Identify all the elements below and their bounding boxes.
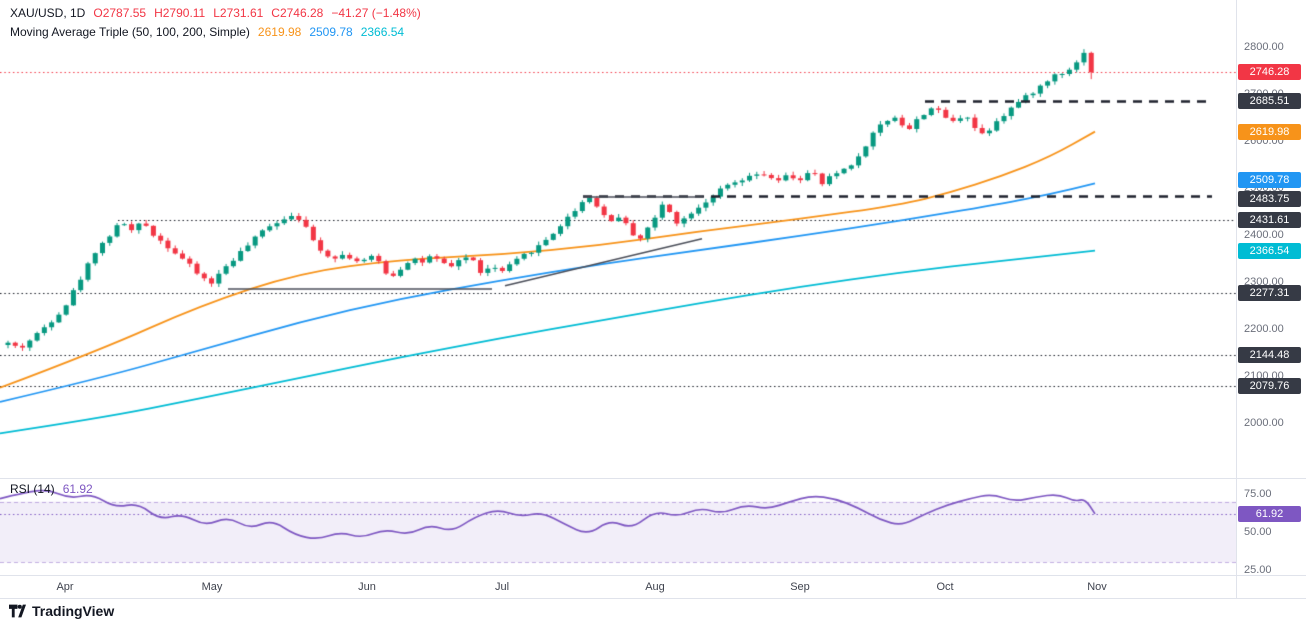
time-tick-jun: Jun bbox=[358, 581, 376, 593]
price-axis-badge: 2509.78 bbox=[1238, 172, 1301, 189]
symbol-legend: XAU/USD, 1D O2787.55 H2790.11 L2731.61 C… bbox=[10, 6, 421, 44]
rsi-indicator-label[interactable]: RSI (14) bbox=[10, 482, 55, 496]
price-tick: 2000.00 bbox=[1244, 417, 1284, 429]
price-axis-badge: 2619.98 bbox=[1238, 123, 1301, 140]
ohlc-change: −41.27 (−1.48%) bbox=[331, 6, 421, 20]
price-tick: 2800.00 bbox=[1244, 41, 1284, 53]
time-tick-sep: Sep bbox=[790, 581, 810, 593]
time-tick-aug: Aug bbox=[645, 581, 665, 593]
price-axis-badge: 2685.51 bbox=[1238, 92, 1301, 109]
rsi-axis-badge: 61.92 bbox=[1238, 505, 1301, 522]
chart-plot-area[interactable]: XAU/USD, 1D O2787.55 H2790.11 L2731.61 C… bbox=[0, 0, 1236, 575]
tradingview-logo-text: TradingView bbox=[32, 603, 115, 619]
ohlc-open: O2787.55 bbox=[93, 6, 147, 20]
rsi-indicator-legend: RSI (14) 61.92 bbox=[10, 482, 93, 496]
price-chart-canvas[interactable] bbox=[0, 0, 1236, 575]
price-axis-badge: 2746.28 bbox=[1238, 64, 1301, 81]
time-tick-nov: Nov bbox=[1087, 581, 1107, 593]
ohlc-low: L2731.61 bbox=[213, 6, 264, 20]
price-tick: 2400.00 bbox=[1244, 229, 1284, 241]
rsi-tick: 50.00 bbox=[1244, 526, 1272, 538]
time-tick-oct: Oct bbox=[936, 581, 954, 593]
ma-indicator-label[interactable]: Moving Average Triple (50, 100, 200, Sim… bbox=[10, 25, 250, 39]
price-axis[interactable]: 2800.002700.002600.002500.002400.002300.… bbox=[1237, 0, 1306, 598]
time-tick-apr: Apr bbox=[56, 581, 74, 593]
price-axis-badge: 2431.61 bbox=[1238, 212, 1301, 229]
price-axis-badge: 2277.31 bbox=[1238, 284, 1301, 301]
ohlc-high: H2790.11 bbox=[154, 6, 206, 20]
time-axis[interactable]: Apr May Jun Jul Aug Sep Oct Nov bbox=[0, 575, 1236, 598]
ma-indicator-row: Moving Average Triple (50, 100, 200, Sim… bbox=[10, 25, 421, 44]
ma100-value: 2509.78 bbox=[309, 25, 353, 39]
ma50-value: 2619.98 bbox=[257, 25, 302, 39]
price-axis-badge: 2079.76 bbox=[1238, 377, 1301, 394]
price-axis-badge: 2366.54 bbox=[1238, 242, 1301, 259]
pane-separator[interactable] bbox=[0, 478, 1306, 479]
price-tick: 2200.00 bbox=[1244, 323, 1284, 335]
rsi-tick: 25.00 bbox=[1244, 564, 1272, 576]
axis-vertical-separator bbox=[1236, 0, 1237, 598]
symbol-title[interactable]: XAU/USD, 1D bbox=[10, 6, 86, 20]
time-tick-jul: Jul bbox=[494, 581, 510, 593]
ohlc-close: C2746.28 bbox=[271, 6, 324, 20]
ma200-value: 2366.54 bbox=[360, 25, 405, 39]
rsi-value: 61.92 bbox=[62, 482, 93, 496]
price-axis-badge: 2483.75 bbox=[1238, 190, 1301, 207]
footer-separator bbox=[0, 598, 1306, 599]
tradingview-branding[interactable]: TradingView bbox=[9, 603, 114, 619]
tradingview-logo-icon bbox=[9, 604, 26, 618]
price-axis-badge: 2144.48 bbox=[1238, 347, 1301, 364]
rsi-tick: 75.00 bbox=[1244, 488, 1272, 500]
time-axis-separator bbox=[0, 575, 1306, 576]
time-tick-may: May bbox=[201, 581, 223, 593]
ohlc-row: XAU/USD, 1D O2787.55 H2790.11 L2731.61 C… bbox=[10, 6, 421, 25]
